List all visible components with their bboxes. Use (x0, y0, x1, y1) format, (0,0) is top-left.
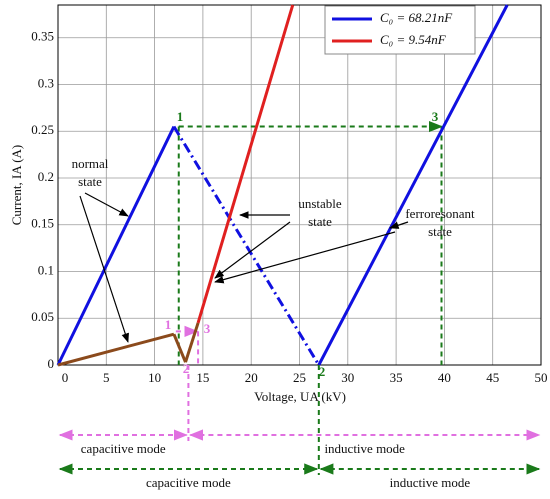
data-line (56, 125, 176, 366)
annotation-arrow (214, 221, 291, 279)
y-tick-label: 0.25 (31, 122, 54, 137)
legend-box (324, 5, 476, 55)
x-tick-label: 40 (438, 370, 451, 385)
annotation: normal (72, 156, 109, 171)
x-tick-label: 20 (245, 370, 258, 385)
annotation: unstable (298, 196, 342, 211)
point-label: 1 (177, 109, 184, 124)
annotation: state (78, 174, 102, 189)
y-tick-label: 0.35 (31, 29, 54, 44)
data-line (172, 125, 321, 366)
y-axis-label: Current, IA (A) (9, 145, 24, 226)
y-tick-label: 0 (48, 356, 55, 371)
y-tick-label: 0.3 (38, 75, 54, 90)
point-label: 3 (432, 109, 439, 124)
x-tick-label: 30 (341, 370, 354, 385)
data-line (57, 332, 175, 367)
point-label: 3 (204, 321, 211, 336)
mode-label: capacitive mode (81, 441, 166, 456)
data-line (196, 4, 295, 324)
data-line (317, 4, 509, 366)
annotation: state (308, 214, 332, 229)
data-line (172, 333, 187, 363)
y-tick-label: 0.05 (31, 309, 54, 324)
x-tick-label: 35 (390, 370, 403, 385)
mode-label: inductive mode (390, 475, 471, 490)
annotation-arrow (84, 192, 129, 217)
y-tick-label: 0.1 (38, 262, 54, 277)
x-axis-label: Voltage, UA (kV) (254, 389, 346, 404)
x-tick-label: 5 (103, 370, 110, 385)
annotation-arrow (79, 195, 129, 343)
data-line (184, 322, 200, 363)
mode-label: capacitive mode (146, 475, 231, 490)
x-tick-label: 10 (148, 370, 161, 385)
x-tick-label: 15 (196, 370, 209, 385)
point-label: 2 (183, 361, 190, 376)
y-tick-label: 0.15 (31, 216, 54, 231)
legend-label: C₀ = 68.21nF (380, 10, 453, 25)
point-label: 2 (319, 364, 326, 379)
y-tick-label: 0.2 (38, 169, 54, 184)
x-tick-label: 25 (293, 370, 306, 385)
x-tick-label: 45 (486, 370, 499, 385)
annotation: ferroresonant (405, 206, 475, 221)
annotation-arrow (214, 231, 396, 284)
mode-label: inductive mode (324, 441, 405, 456)
plot-frame (57, 4, 542, 366)
annotation-arrow (389, 221, 409, 229)
x-tick-label: 50 (535, 370, 548, 385)
x-tick-label: 0 (62, 370, 69, 385)
legend-label: C₀ = 9.54nF (380, 32, 447, 47)
point-label: 1 (165, 317, 172, 332)
annotation: state (428, 224, 452, 239)
